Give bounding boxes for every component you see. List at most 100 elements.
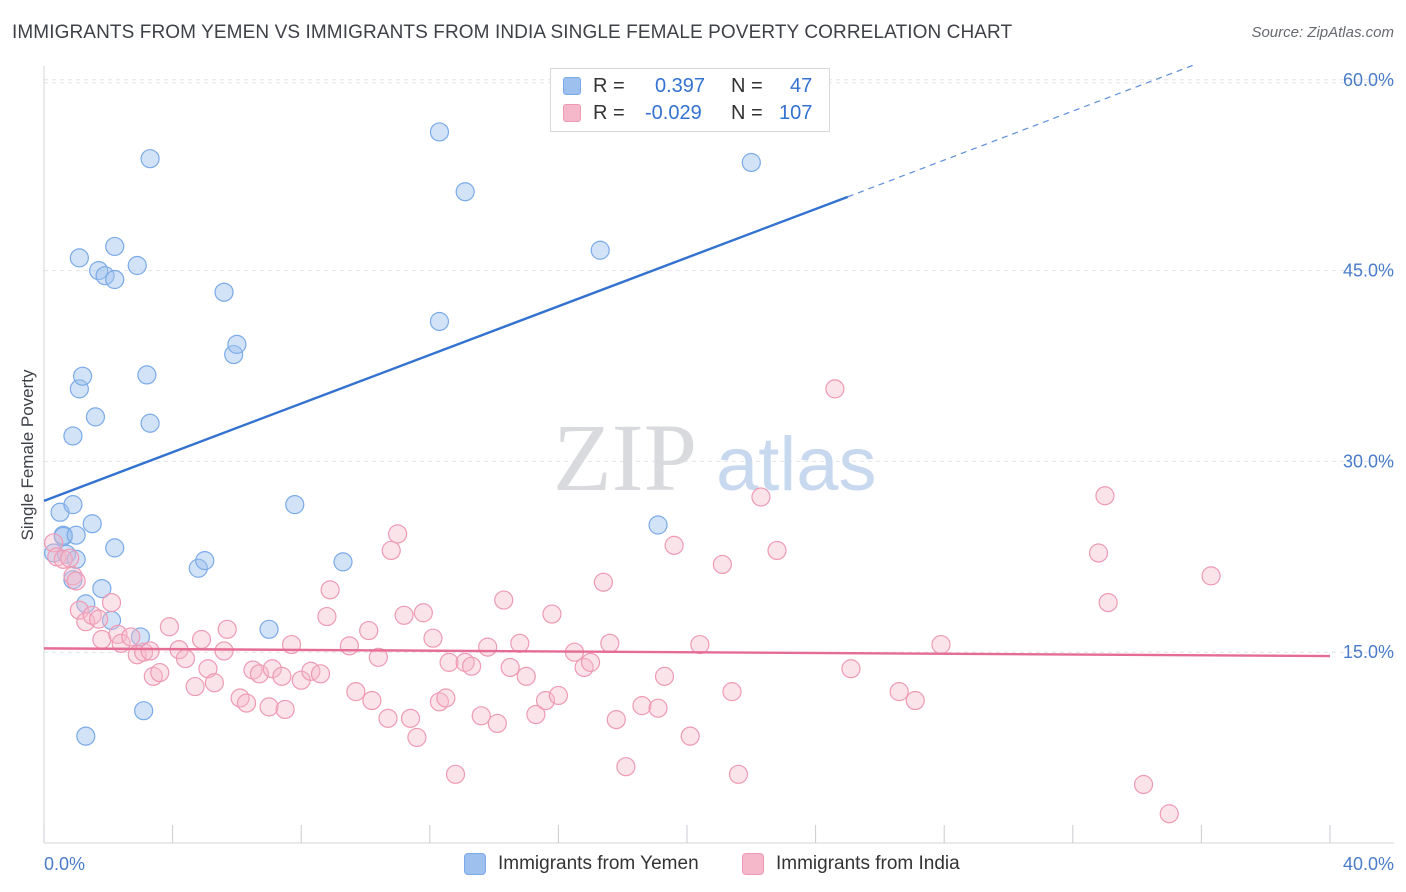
point-india xyxy=(214,641,234,661)
point-yemen xyxy=(66,525,86,545)
legend-r-value: -0.029 xyxy=(645,102,702,124)
point-yemen xyxy=(72,366,93,386)
trend-line-yemen xyxy=(43,195,849,502)
point-india xyxy=(378,708,398,728)
point-india xyxy=(66,571,86,591)
point-india xyxy=(664,535,684,555)
point-india xyxy=(751,487,771,507)
x-tick-label-min: 0.0% xyxy=(44,854,85,874)
point-india xyxy=(236,693,257,713)
trend-lines xyxy=(43,63,1331,658)
point-india xyxy=(388,524,408,544)
point-india xyxy=(1133,774,1154,795)
point-india xyxy=(436,688,456,708)
point-yemen xyxy=(648,515,668,535)
point-india xyxy=(150,662,170,683)
point-india xyxy=(134,642,154,662)
trend-line-yemen-extension xyxy=(847,63,1196,198)
point-yemen xyxy=(134,701,154,721)
trend-line-india xyxy=(43,647,1331,658)
point-yemen xyxy=(140,413,160,433)
point-india xyxy=(362,690,382,711)
point-india xyxy=(320,580,340,600)
point-india xyxy=(445,764,466,784)
legend-r-value: 0.397 xyxy=(655,75,706,97)
point-india xyxy=(712,554,732,575)
point-india xyxy=(249,664,270,684)
legend-label-india: Immigrants from India xyxy=(776,853,960,874)
point-yemen xyxy=(455,182,475,202)
point-india xyxy=(310,664,331,684)
y-tick-label: 15.0% xyxy=(1343,642,1394,662)
point-india xyxy=(471,706,491,726)
chart-source: Source: ZipAtlas.com xyxy=(1251,24,1394,41)
point-india xyxy=(494,590,514,610)
point-india xyxy=(1159,804,1179,824)
point-yemen xyxy=(85,407,106,427)
legend-r-label: R = xyxy=(593,75,625,97)
point-india xyxy=(905,690,925,711)
point-india xyxy=(191,629,212,650)
point-india xyxy=(600,633,620,653)
point-yemen xyxy=(95,266,115,286)
legend-swatch-yemen xyxy=(563,77,581,95)
legend-swatch-india xyxy=(563,104,581,122)
point-yemen xyxy=(333,552,353,572)
legend-label-yemen: Immigrants from Yemen xyxy=(498,853,699,874)
point-india xyxy=(574,657,594,678)
point-india xyxy=(606,710,626,730)
point-india xyxy=(1088,543,1109,563)
point-india xyxy=(841,659,861,679)
point-yemen xyxy=(63,426,83,446)
point-india xyxy=(317,606,337,627)
point-yemen xyxy=(105,236,125,257)
series-yemen-points xyxy=(44,122,761,746)
point-india xyxy=(60,548,80,568)
point-india xyxy=(217,619,237,639)
point-india xyxy=(339,636,360,656)
point-india xyxy=(593,572,614,592)
point-india xyxy=(346,682,366,702)
point-yemen xyxy=(69,248,89,268)
point-india xyxy=(767,540,787,561)
x-tick-label-max: 40.0% xyxy=(1343,854,1394,874)
point-india xyxy=(69,600,89,620)
point-yemen xyxy=(92,578,112,599)
point-yemen xyxy=(188,558,208,578)
point-india xyxy=(204,673,224,693)
point-yemen xyxy=(137,365,157,385)
point-yemen xyxy=(105,538,125,558)
point-india xyxy=(185,676,205,697)
point-yemen xyxy=(429,122,450,142)
series-legend: Immigrants from Yemen Immigrants from In… xyxy=(0,852,1406,880)
point-india xyxy=(1095,486,1115,506)
point-yemen xyxy=(89,261,109,281)
point-india xyxy=(381,540,401,561)
point-india xyxy=(487,713,507,734)
point-india xyxy=(690,634,710,655)
point-india xyxy=(175,648,196,669)
point-india xyxy=(259,697,279,717)
point-yemen xyxy=(195,551,215,571)
point-india xyxy=(654,666,675,686)
point-yemen xyxy=(82,514,102,534)
point-india xyxy=(478,637,498,657)
point-yemen xyxy=(105,269,125,290)
point-yemen xyxy=(741,152,761,173)
point-india xyxy=(63,566,83,586)
series-india-points xyxy=(44,379,1221,824)
point-yemen xyxy=(63,495,83,515)
point-india xyxy=(101,592,122,613)
point-yemen xyxy=(259,619,279,639)
point-yemen xyxy=(285,495,305,515)
point-india xyxy=(368,647,388,667)
point-india xyxy=(542,604,562,624)
point-india xyxy=(648,698,668,718)
point-india xyxy=(510,633,530,653)
y-tick-label: 30.0% xyxy=(1343,451,1394,471)
point-india xyxy=(616,757,636,777)
point-india xyxy=(931,634,951,655)
legend-n-value: 107 xyxy=(779,102,813,124)
point-india xyxy=(1201,566,1221,586)
